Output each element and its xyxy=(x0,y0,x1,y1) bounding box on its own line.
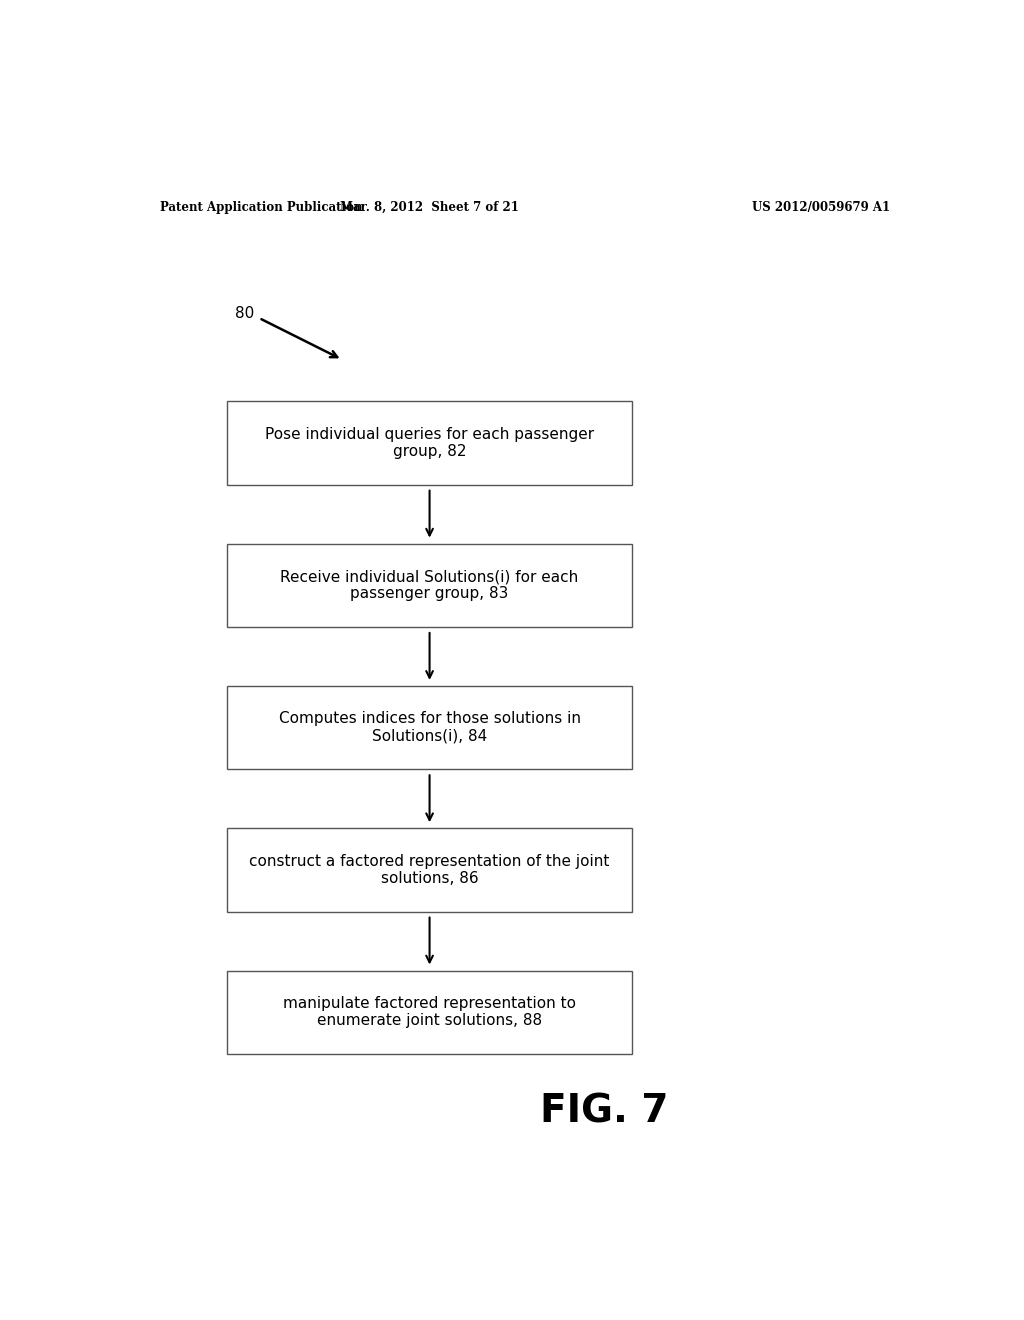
Text: US 2012/0059679 A1: US 2012/0059679 A1 xyxy=(752,201,890,214)
Text: FIG. 7: FIG. 7 xyxy=(540,1093,669,1131)
Bar xyxy=(227,828,632,912)
Bar xyxy=(227,544,632,627)
Text: Computes indices for those solutions in
Solutions(i), 84: Computes indices for those solutions in … xyxy=(279,711,581,743)
Text: Mar. 8, 2012  Sheet 7 of 21: Mar. 8, 2012 Sheet 7 of 21 xyxy=(340,201,519,214)
Text: manipulate factored representation to
enumerate joint solutions, 88: manipulate factored representation to en… xyxy=(283,997,577,1028)
Bar xyxy=(227,970,632,1053)
Text: 80: 80 xyxy=(236,306,254,321)
Text: Patent Application Publication: Patent Application Publication xyxy=(160,201,362,214)
Bar xyxy=(227,686,632,770)
Bar xyxy=(227,401,632,484)
Text: Receive individual Solutions(i) for each
passenger group, 83: Receive individual Solutions(i) for each… xyxy=(281,569,579,602)
Text: construct a factored representation of the joint
solutions, 86: construct a factored representation of t… xyxy=(250,854,609,886)
Text: Pose individual queries for each passenger
group, 82: Pose individual queries for each passeng… xyxy=(265,426,594,459)
